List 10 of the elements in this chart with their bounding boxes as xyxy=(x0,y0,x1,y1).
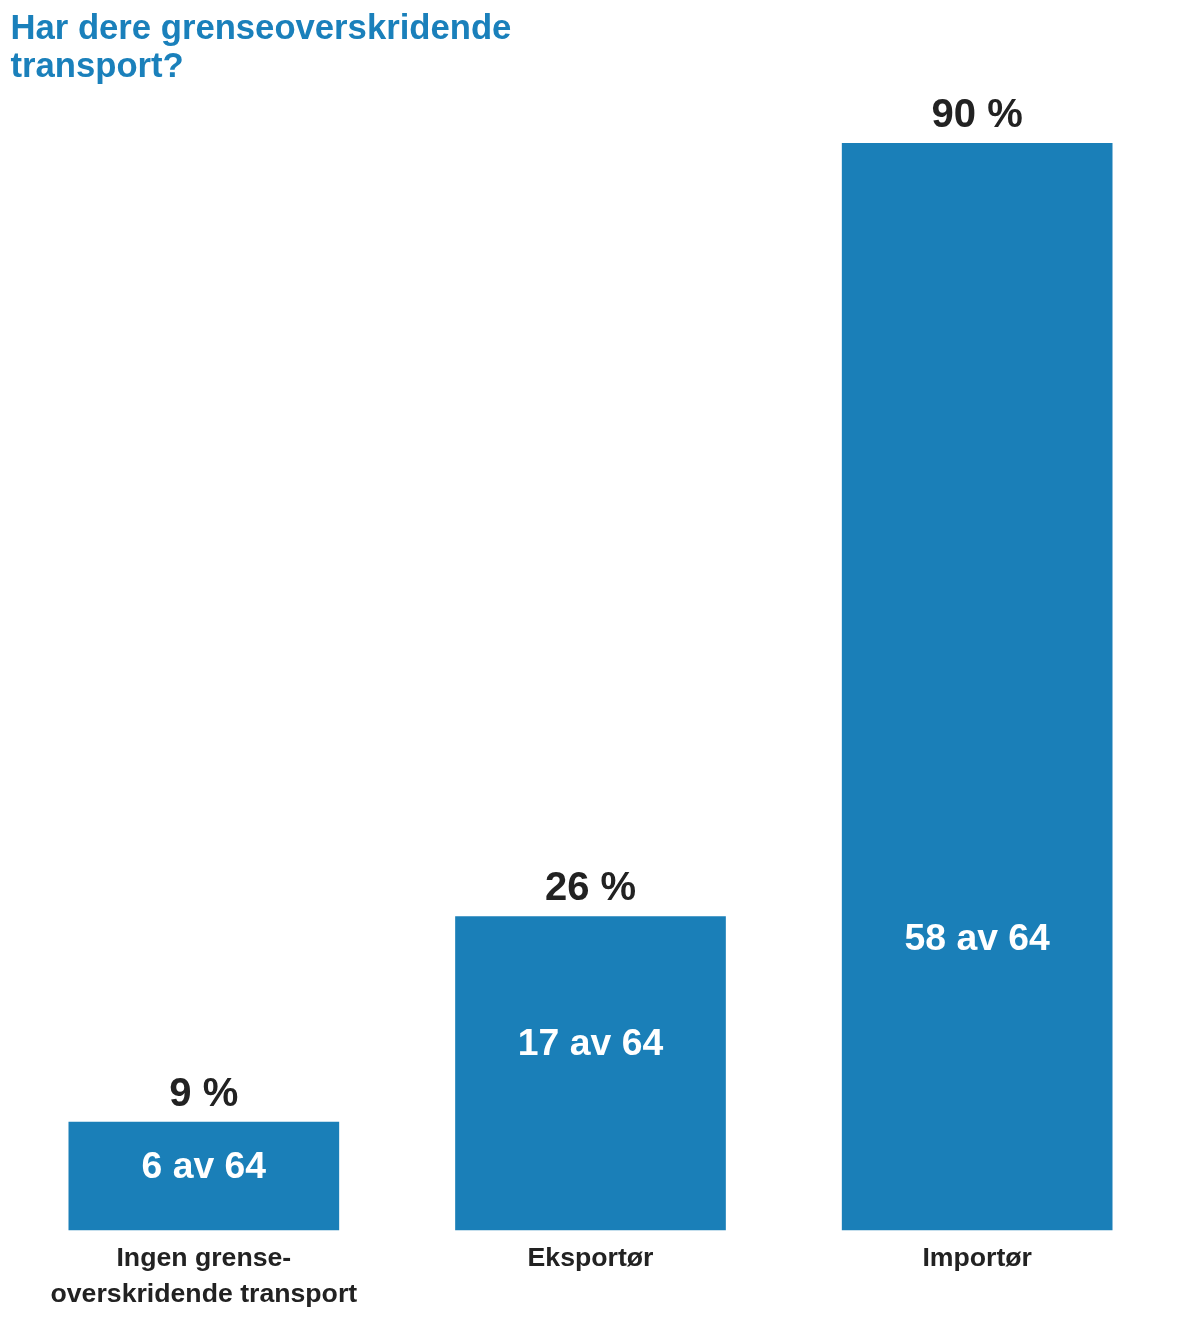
annotation: 58 av 64 xyxy=(904,915,1051,958)
x-tick-label: Importør xyxy=(922,1241,1032,1272)
data-label: 26 % xyxy=(544,864,637,909)
data-label: 9 % xyxy=(169,1069,239,1114)
x-tick-label: Ingen grense- overskridende transport xyxy=(50,1241,358,1308)
annotation: 17 av 64 xyxy=(517,1020,664,1063)
chart-title: Har dere grenseoverskridende transport? xyxy=(10,7,512,84)
data-label: 90 % xyxy=(931,90,1023,135)
x-tick-label: Eksportør xyxy=(527,1241,654,1272)
annotation: 6 av 64 xyxy=(141,1144,267,1187)
